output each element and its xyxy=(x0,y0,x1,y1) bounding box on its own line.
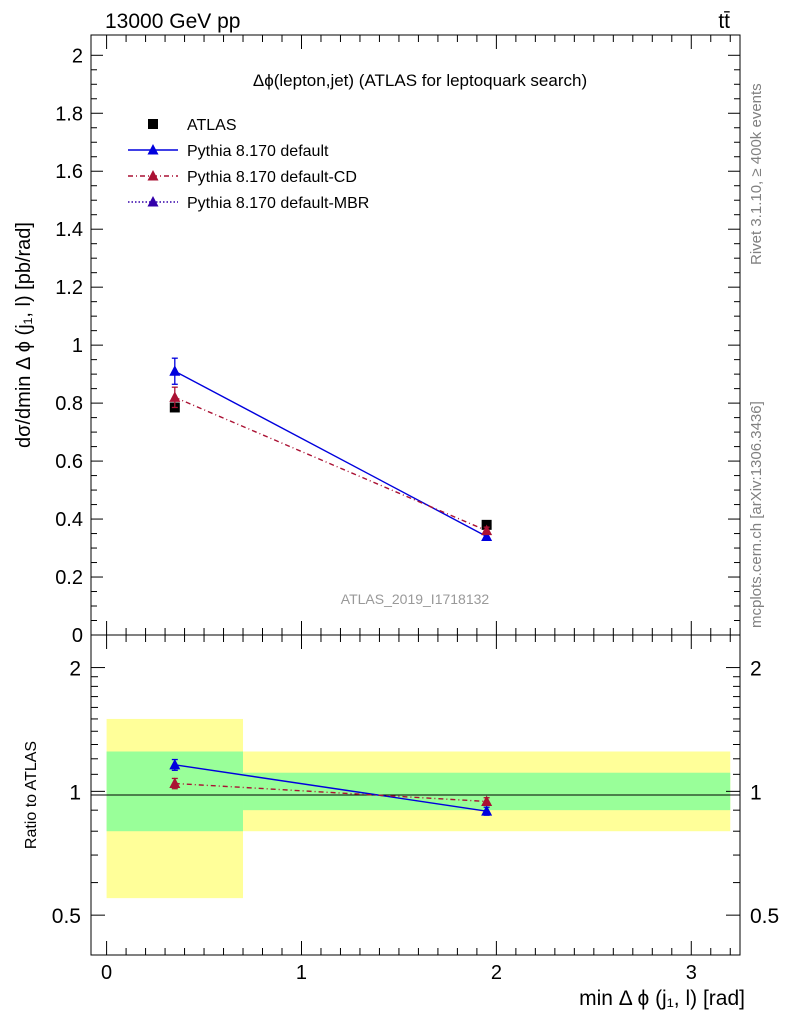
ratio-line-pythia-8-170-default xyxy=(174,764,487,812)
mcplots-label: mcplots.cern.ch [arXiv:1306.3436] xyxy=(748,401,765,628)
watermark: ATLAS_2019_I1718132 xyxy=(341,591,490,607)
series-line-pythia-8-170-default xyxy=(174,370,487,538)
ratio-y-ticks: 0.5 0.5 1 1 2 2 xyxy=(52,658,779,929)
main-y-tick-label: 2 xyxy=(72,45,83,67)
main-y-tick-label: 0.8 xyxy=(55,393,83,415)
ratio-y-tick-label: 0.5 xyxy=(52,905,81,928)
legend-label-pythia-8-170-default-mbr: Pythia 8.170 default-MBR xyxy=(187,195,369,212)
main-series xyxy=(169,357,493,541)
main-x-ticks xyxy=(106,35,731,635)
legend-marker-pythia-8-170-default-mbr xyxy=(147,196,159,207)
ratio-y-axis-label: Ratio to ATLAS xyxy=(23,741,40,849)
ratio-y-tick-label: 1 xyxy=(69,781,81,804)
x-axis-label: min Δ ϕ (j₁, l) [rad] xyxy=(579,987,745,1010)
ratio-y-tick-label-right: 0.5 xyxy=(750,905,779,928)
legend-marker-atlas xyxy=(148,119,158,129)
ratio-point-pythia-8-170-default xyxy=(481,805,493,816)
ratio-y-tick-label-right: 1 xyxy=(750,781,762,804)
data-point-pythia-8-170-default-cd xyxy=(481,524,493,536)
ratio-x-ticks: 0 1 2 3 xyxy=(101,635,731,984)
process-label: tt̄ xyxy=(718,10,730,33)
ratio-y-tick-label: 2 xyxy=(69,658,81,681)
series-line-pythia-8-170-default-cd xyxy=(174,396,487,532)
main-y-axis-label: dσ/dmin Δ ϕ (j₁, l) [pb/rad] xyxy=(13,222,35,448)
main-title: Δϕ(lepton,jet) (ATLAS for leptoquark sea… xyxy=(253,71,587,90)
ratio-plot-frame xyxy=(90,634,741,956)
legend: ATLAS Pythia 8.170 default Pythia 8.170 de… xyxy=(128,117,369,212)
legend-label-pythia-8-170-default: Pythia 8.170 default xyxy=(187,143,329,160)
ratio-x-tick-label: 2 xyxy=(491,962,502,984)
main-y-tick-label: 1.8 xyxy=(55,103,83,125)
energy-label: 13000 GeV pp xyxy=(105,10,240,33)
data-point-pythia-8-170-default-cd xyxy=(169,391,181,402)
ratio-panel: 0.5 0.5 1 1 2 2 0 1 2 3 Ratio to ATLAS min Δ ϕ (… xyxy=(23,634,779,1010)
main-panel: 0 0.2 0.4 0.6 0.8 1 1.2 1.4 1.6 1.8 2 Δϕ(lepton,je… xyxy=(13,34,741,647)
rivet-label: Rivet 3.1.10, ≥ 400k events xyxy=(748,83,765,265)
main-y-tick-label: 0.4 xyxy=(55,509,83,531)
legend-marker-pythia-8-170-default-cd xyxy=(147,170,159,181)
ratio-x-tick-label: 1 xyxy=(296,962,307,984)
ratio-x-tick-label: 3 xyxy=(686,962,697,984)
legend-label-atlas: ATLAS xyxy=(187,117,237,134)
ratio-point-pythia-8-170-default-cd xyxy=(169,777,181,788)
main-y-tick-label: 1.2 xyxy=(55,277,83,299)
ratio-point-pythia-8-170-default xyxy=(169,758,181,770)
main-y-tick-label: 1.6 xyxy=(55,161,83,183)
main-y-ticks: 0 0.2 0.4 0.6 0.8 1 1.2 1.4 1.6 1.8 2 xyxy=(55,45,740,647)
ratio-y-tick-label-right: 2 xyxy=(750,658,762,681)
main-y-tick-label: 0.2 xyxy=(55,567,83,589)
ratio-point-pythia-8-170-default-cd xyxy=(481,795,493,806)
legend-label-pythia-8-170-default-cd: Pythia 8.170 default-CD xyxy=(187,169,357,186)
main-y-tick-label: 0.6 xyxy=(55,451,83,473)
data-point-pythia-8-170-default xyxy=(481,530,493,541)
main-y-tick-label: 0 xyxy=(72,625,83,647)
legend-marker-pythia-8-170-default xyxy=(147,144,159,155)
main-y-tick-label: 1.4 xyxy=(55,219,83,241)
ratio-series xyxy=(169,758,493,816)
data-point-pythia-8-170-default xyxy=(169,365,181,376)
ratio-line-pythia-8-170-default-cd xyxy=(174,782,487,803)
main-y-tick-label: 1 xyxy=(72,335,83,357)
ratio-uncertainty-bands xyxy=(106,718,731,899)
ratio-x-tick-label: 0 xyxy=(101,962,112,984)
